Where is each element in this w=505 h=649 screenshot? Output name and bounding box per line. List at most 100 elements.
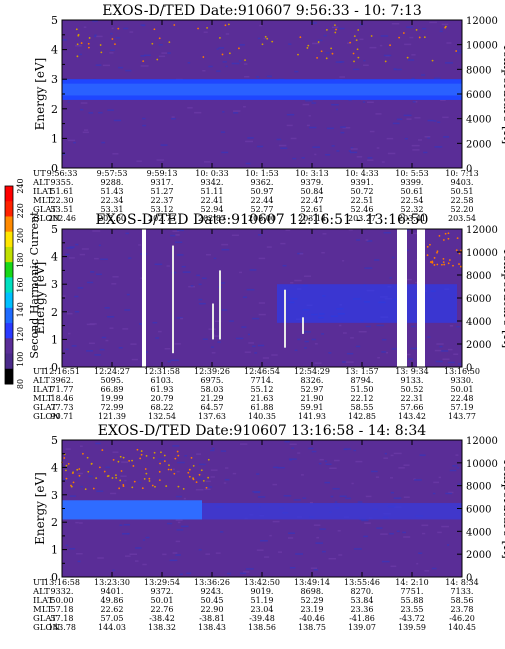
texture-cell [443,136,450,138]
hot-speck [438,234,441,237]
texture-cell [264,556,270,558]
hot-speck [140,450,143,452]
texture-cell [343,332,347,334]
hot-speck [356,48,359,51]
table-cell: 13:36:26 [194,578,230,587]
hot-speck [187,471,190,474]
energy-band-faded [202,503,462,520]
texture-cell [309,501,313,504]
hot-speck [206,27,208,29]
hot-speck [86,456,89,459]
table-cell: 138.75 [298,623,326,632]
texture-cell [244,351,251,353]
colorbar: 80 100 120 140 160 180 200 220 240 Second Harmoni… [4,178,41,389]
hot-speck [307,44,310,47]
table-cell: 52.61 [301,205,324,214]
texture-cell [258,234,262,236]
texture-cell [118,66,123,69]
texture-cell [142,539,145,541]
texture-cell [280,242,286,245]
texture-cell [392,256,395,259]
texture-cell [241,326,247,328]
texture-cell [201,277,207,280]
y-right-tick-label: 0 [466,573,472,584]
y-tick-label: 0 [51,571,58,584]
texture-cell [417,139,422,141]
texture-cell [144,54,151,57]
texture-cell [111,27,114,30]
texture-cell [203,31,208,33]
texture-cell [77,477,80,480]
hot-speck [436,250,439,253]
hot-speck [447,262,450,265]
texture-cell [215,320,222,323]
hot-speck [227,23,230,26]
texture-cell [164,347,171,350]
texture-cell [350,337,354,339]
texture-cell [110,492,117,495]
hot-speck [163,460,166,463]
hot-speck [148,477,151,480]
ephemeris-table: UTALTILATMLTGLATGLON9:56:339355.51.6122.… [32,169,479,224]
texture-cell [369,130,375,133]
table-cell: 50.45 [201,596,224,605]
hot-speck [114,43,116,46]
texture-cell [387,152,396,155]
table-cell: 14: 8:34 [445,578,478,587]
y-right-tick-label: 2000 [466,139,491,150]
table-cell: 22.90 [201,605,224,614]
table-cell: -46.20 [449,614,475,623]
table-cell: 7133. [451,587,474,596]
table-cell: 57.19 [451,403,474,412]
hot-speck [119,455,122,458]
hot-speck [442,239,445,241]
table-cell: 55.12 [251,385,274,394]
texture-cell [441,23,449,26]
texture-cell [432,492,436,495]
table-cell: 51.43 [101,187,124,196]
texture-cell [221,309,228,311]
hot-speck [195,481,198,484]
hot-speck [163,454,166,457]
texture-cell [174,343,181,345]
texture-cell [136,160,142,162]
hot-speck [200,469,203,472]
texture-cell [224,478,230,481]
texture-cell [71,345,77,347]
table-cell: 10: 1:53 [245,169,278,178]
texture-cell [321,251,325,254]
y-right-tick-label: 2000 [466,550,491,561]
y-right-tick-label: 0 [466,363,472,374]
texture-cell [421,524,429,527]
data-gap [417,229,425,367]
hot-speck [72,471,74,474]
row-label-ilat: ILAT [33,596,54,606]
y-tick-label: 5 [51,434,58,447]
table-cell: 68.22 [151,403,174,412]
texture-cell [440,350,449,352]
table-cell: 5095. [101,376,124,385]
texture-cell [145,536,150,539]
texture-cell [220,450,227,452]
texture-cell [125,232,129,235]
texture-cell [88,475,93,478]
hot-speck [429,243,431,246]
texture-cell [334,501,338,503]
table-cell: 9342. [201,178,224,187]
texture-cell [340,126,346,128]
texture-cell [107,109,114,111]
table-cell: 58.03 [201,385,224,394]
texture-cell [308,447,314,450]
texture-cell [166,265,170,267]
texture-cell [69,257,75,259]
hot-speck [264,35,267,38]
texture-cell [369,46,377,49]
hot-speck [224,24,227,27]
texture-cell [286,124,293,127]
texture-cell [421,27,427,30]
texture-cell [252,345,256,348]
colorbar-segment [5,216,13,233]
texture-cell [347,42,350,44]
hot-speck [65,469,67,472]
hot-speck [158,37,161,40]
